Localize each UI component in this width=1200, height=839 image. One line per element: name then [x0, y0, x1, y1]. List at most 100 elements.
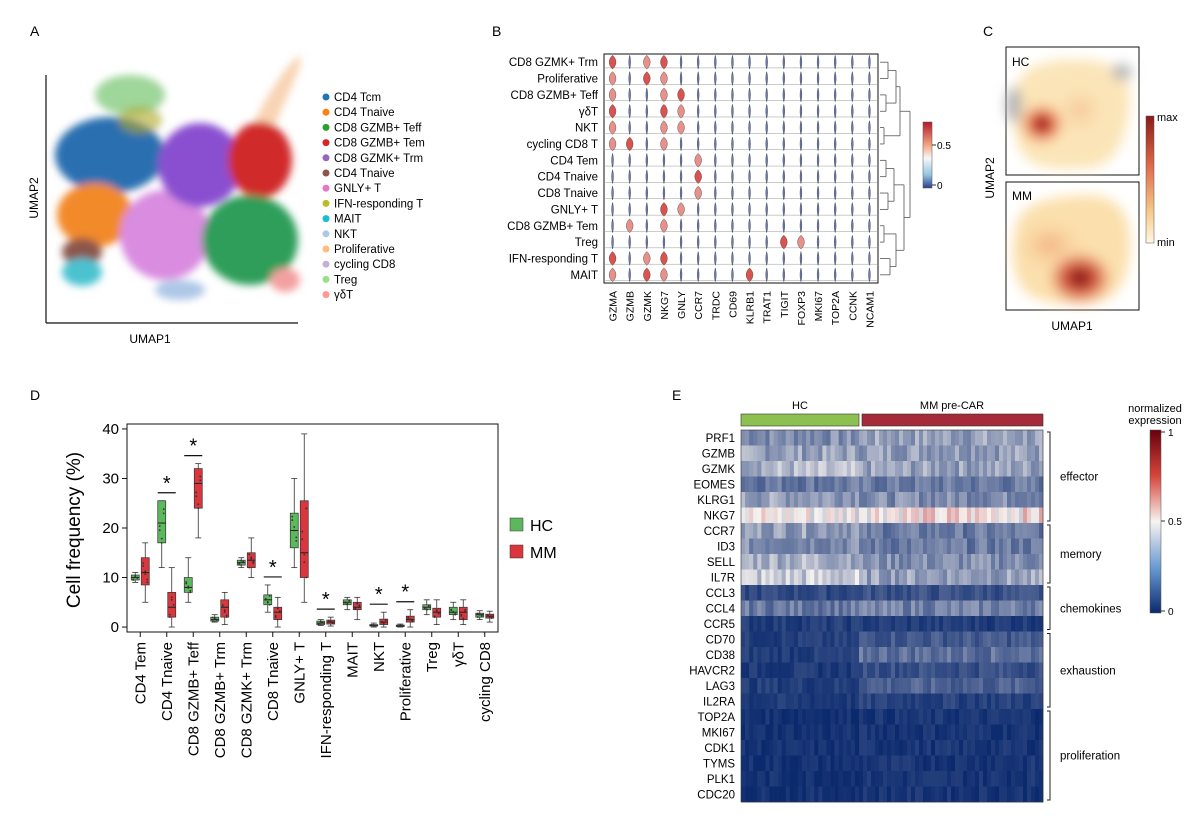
heatmap-cell: [753, 740, 758, 756]
heatmap-cell: [814, 461, 819, 477]
heatmap-cell: [887, 523, 892, 539]
heatmap-cell: [1035, 554, 1040, 570]
heatmap-cell: [871, 740, 876, 756]
heatmap-cell: [1019, 616, 1024, 632]
heatmap-cell: [891, 507, 896, 524]
heatmap-cell: [999, 724, 1004, 741]
heatmap-cell: [765, 678, 770, 694]
heatmap-cell: [781, 662, 787, 679]
heatmap-cell: [753, 476, 758, 493]
violin-shape: [834, 218, 837, 234]
violin-shape: [679, 267, 683, 283]
heatmap-cell: [773, 430, 778, 446]
heatmap-cell: [797, 662, 803, 679]
heatmap-cell: [838, 430, 844, 446]
heatmap-cell: [1019, 755, 1024, 772]
heatmap-cell: [891, 631, 896, 648]
violin-shape: [765, 87, 768, 103]
box-point: [211, 616, 214, 619]
box-point: [346, 602, 349, 605]
heatmap-cell: [875, 600, 880, 617]
heatmap-cell: [959, 492, 964, 508]
violin-shape: [694, 169, 702, 184]
heatmap-cell: [919, 554, 924, 570]
heatmap-cell: [887, 662, 892, 679]
heatmap-cell: [927, 662, 932, 679]
heatmap-cell: [935, 492, 940, 508]
heatmap-cell: [883, 647, 888, 663]
panel-b-letter: B: [492, 23, 501, 39]
heatmap-cell: [911, 445, 916, 462]
heatmap-cell: [911, 476, 916, 493]
heatmap-cell: [903, 693, 908, 710]
heatmap-cell: [818, 693, 823, 710]
heatmap-cell: [814, 786, 819, 803]
heatmap-cell: [822, 600, 827, 617]
heatmap-cell: [777, 631, 782, 648]
heatmap-cell: [975, 569, 980, 586]
heatmap-cell: [963, 616, 968, 632]
heatmap-cell: [842, 554, 848, 570]
heatmap-cell: [1007, 476, 1012, 493]
heatmap-cell: [806, 569, 811, 586]
heatmap-cell: [1015, 740, 1020, 756]
heatmap-cell: [875, 476, 880, 493]
heatmap-cell: [814, 709, 819, 725]
heatmap-cell: [757, 755, 762, 772]
violin-shape: [834, 152, 837, 168]
heatmap-cell: [1031, 647, 1036, 663]
heatmap-cell: [826, 771, 831, 787]
box-point: [397, 625, 400, 628]
violin-shape: [731, 218, 734, 234]
heatmap-cell: [1035, 616, 1040, 632]
heatmap-cell: [765, 693, 770, 710]
heatmap-cell: [935, 755, 940, 772]
heatmap-cell: [991, 492, 996, 508]
heatmap-cell: [995, 430, 1000, 446]
heatmap-cell: [781, 678, 787, 694]
heatmap-cell: [987, 693, 992, 710]
violin-shape: [816, 54, 820, 70]
heatmap-cell: [757, 507, 762, 524]
heatmap-cell: [943, 476, 948, 493]
heatmap-cell: [879, 461, 884, 477]
legend-a-label: CD4 Tcm: [334, 92, 381, 104]
heatmap-cell: [842, 569, 848, 586]
heatmap-cell: [1015, 554, 1020, 570]
heatmap-cell: [785, 709, 791, 725]
heatmap-cell: [883, 430, 888, 446]
heatmap-cell: [899, 600, 904, 617]
heatmap-cell: [963, 786, 968, 803]
box-point: [223, 609, 226, 612]
heatmap-cell: [979, 771, 984, 787]
heatmap-cell: [939, 647, 944, 663]
heatmap-cell: [761, 786, 766, 803]
heatmap-cell: [781, 631, 787, 648]
heatmap-cell: [875, 507, 880, 524]
violin-shape: [628, 201, 631, 217]
heatmap-cell: [1023, 631, 1028, 648]
heatmap-cell: [789, 492, 795, 508]
heatmap-cell: [1027, 492, 1032, 508]
heatmap-cell: [1003, 538, 1008, 555]
heatmap-cell: [745, 755, 750, 772]
heatmap-cell: [963, 507, 968, 524]
heatmap-cell: [891, 523, 896, 539]
heatmap-cell: [955, 678, 960, 694]
heatmap-cell: [1011, 740, 1016, 756]
heatmap-cell: [923, 786, 928, 803]
heatmap-cell: [963, 600, 968, 617]
heatmap-cell: [769, 492, 774, 508]
violin-shape: [851, 54, 854, 70]
heatmap-cell: [883, 786, 888, 803]
heatmap-cell: [1027, 662, 1032, 679]
panel-e-frame: [740, 429, 1044, 803]
heatmap-cell: [863, 430, 868, 446]
panel-a-xlabel: UMAP1: [129, 332, 171, 346]
heatmap-cell: [806, 585, 811, 601]
heatmap-cell: [1035, 569, 1040, 586]
violin-shape: [714, 87, 717, 103]
violin-shape: [643, 55, 651, 70]
